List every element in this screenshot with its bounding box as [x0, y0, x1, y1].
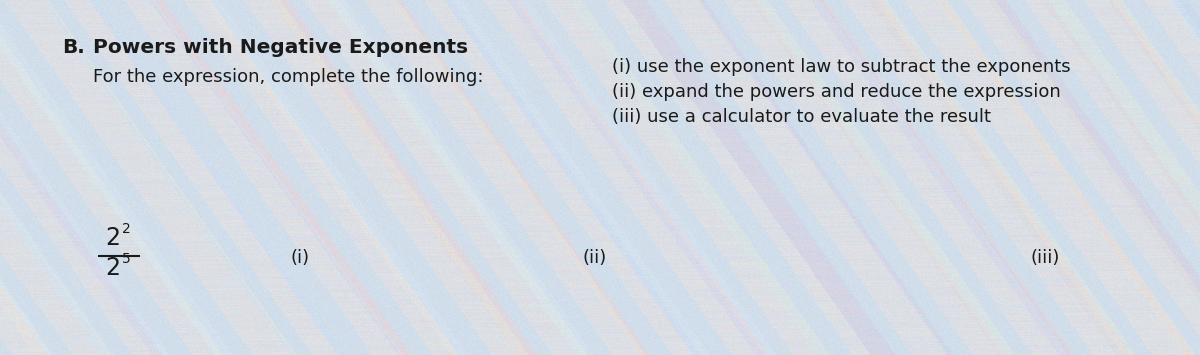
Text: 5: 5 — [122, 252, 131, 266]
Text: B.: B. — [62, 38, 85, 57]
Text: For the expression, complete the following:: For the expression, complete the followi… — [94, 68, 484, 86]
Text: (i): (i) — [290, 249, 310, 267]
Text: (i) use the exponent law to subtract the exponents: (i) use the exponent law to subtract the… — [612, 58, 1070, 76]
Text: (ii) expand the powers and reduce the expression: (ii) expand the powers and reduce the ex… — [612, 83, 1061, 101]
Text: (iii) use a calculator to evaluate the result: (iii) use a calculator to evaluate the r… — [612, 108, 991, 126]
Text: Powers with Negative Exponents: Powers with Negative Exponents — [94, 38, 468, 57]
Text: 2: 2 — [106, 256, 120, 280]
Text: (iii): (iii) — [1031, 249, 1060, 267]
Text: 2: 2 — [122, 222, 131, 236]
Text: 2: 2 — [106, 226, 120, 250]
Text: (ii): (ii) — [583, 249, 607, 267]
